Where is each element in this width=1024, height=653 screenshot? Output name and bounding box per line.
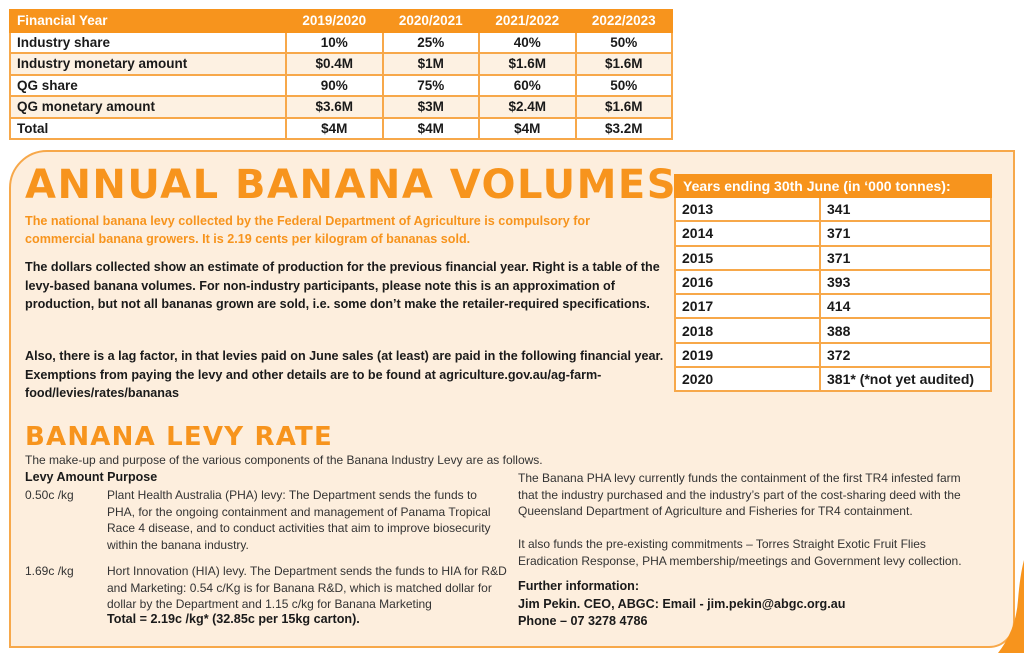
funding-header-cell: 2021/2022 (478, 9, 577, 33)
row-label: Industry share (9, 30, 287, 54)
year-cell: 2013 (674, 195, 821, 223)
volumes-header-row: Years ending 30th June (in ‘000 tonnes): (674, 174, 992, 198)
year-cell: 2017 (674, 293, 821, 320)
table-row: Total $4M $4M $4M $3.2M (9, 116, 673, 140)
levy-description: The make-up and purpose of the various c… (25, 453, 543, 467)
hia-levy-amount: 1.69c /kg (25, 564, 74, 578)
table-row: 2017 414 (674, 293, 992, 320)
volume-cell: 371 (819, 220, 992, 247)
table-cell: 10% (285, 30, 384, 54)
levy-purpose-label: Levy Amount Purpose (25, 470, 158, 484)
table-cell: 75% (381, 73, 480, 97)
volumes-header: Years ending 30th June (in ‘000 tonnes): (674, 174, 992, 198)
hia-levy-description: Hort Innovation (HIA) levy. The Departme… (107, 564, 507, 611)
volumes-heading: ANNUAL BANANA VOLUMES (25, 162, 678, 208)
table-row: Industry share 10% 25% 40% 50% (9, 30, 673, 54)
table-cell: $1.6M (478, 52, 577, 76)
table-cell: $1.6M (574, 52, 673, 76)
contact-email-line: Jim Pekin. CEO, ABGC: Email - jim.pekin@… (518, 596, 846, 611)
row-label: Total (9, 116, 287, 140)
orange-corner-decoration (998, 560, 1024, 653)
volume-cell: 393 (819, 268, 992, 296)
pha-levy-description: Plant Health Australia (PHA) levy: The D… (107, 488, 491, 552)
funding-table-header-row: Financial Year 2019/2020 2020/2021 2021/… (9, 9, 673, 33)
pha-funds-paragraph: The Banana PHA levy currently funds the … (518, 471, 961, 518)
funding-header-cell: 2019/2020 (285, 9, 384, 33)
further-info-label: Further information: (518, 579, 640, 593)
year-cell: 2016 (674, 268, 821, 296)
table-row: Industry monetary amount $0.4M $1M $1.6M… (9, 52, 673, 76)
row-label: QG share (9, 73, 287, 97)
table-cell: 90% (285, 73, 384, 97)
levy-rate-heading: BANANA LEVY RATE (25, 422, 333, 452)
table-row: 2015 371 (674, 244, 992, 271)
year-cell: 2020 (674, 366, 821, 393)
volume-cell: 371 (819, 244, 992, 271)
table-row: 2019 372 (674, 341, 992, 369)
pha-levy-amount: 0.50c /kg (25, 488, 74, 502)
volume-cell: 372 (819, 341, 992, 369)
table-row: QG monetary amount $3.6M $3M $2.4M $1.6M (9, 95, 673, 119)
row-label: Industry monetary amount (9, 52, 287, 76)
year-cell: 2015 (674, 244, 821, 271)
lag-paragraph: Also, there is a lag factor, in that lev… (25, 349, 664, 400)
volume-cell: 414 (819, 293, 992, 320)
year-cell: 2014 (674, 220, 821, 247)
funding-share-table: Financial Year 2019/2020 2020/2021 2021/… (9, 9, 673, 140)
banana-volumes-table: Years ending 30th June (in ‘000 tonnes):… (674, 174, 992, 393)
dollars-paragraph: The dollars collected show an estimate o… (25, 260, 660, 311)
table-row: 2013 341 (674, 195, 992, 223)
table-cell: $3M (381, 95, 480, 119)
table-row: 2020 381* (*not yet audited) (674, 366, 992, 393)
table-cell: $4M (381, 116, 480, 140)
table-row: 2018 388 (674, 317, 992, 344)
table-cell: $0.4M (285, 52, 384, 76)
table-row: 2016 393 (674, 268, 992, 296)
funding-header-cell: 2022/2023 (574, 9, 673, 33)
table-cell: $3.2M (574, 116, 673, 140)
funding-header-cell: Financial Year (9, 9, 287, 33)
levy-intro-text: The national banana levy collected by th… (25, 214, 590, 246)
table-cell: $2.4M (478, 95, 577, 119)
volume-cell: 341 (819, 195, 992, 223)
levy-total: Total = 2.19c /kg* (32.85c per 15kg cart… (107, 612, 360, 626)
table-row: QG share 90% 75% 60% 50% (9, 73, 673, 97)
funding-header-cell: 2020/2021 (381, 9, 480, 33)
table-cell: $4M (285, 116, 384, 140)
table-cell: $4M (478, 116, 577, 140)
table-cell: $1M (381, 52, 480, 76)
table-cell: 50% (574, 30, 673, 54)
year-cell: 2018 (674, 317, 821, 344)
year-cell: 2019 (674, 341, 821, 369)
commitments-paragraph: It also funds the pre-existing commitmen… (518, 537, 962, 568)
table-cell: 25% (381, 30, 480, 54)
volume-cell: 381* (*not yet audited) (819, 366, 992, 393)
further-information: Further information: Jim Pekin. CEO, ABG… (518, 578, 978, 631)
contact-phone-line: Phone – 07 3278 4786 (518, 614, 648, 628)
table-cell: 50% (574, 73, 673, 97)
table-cell: 60% (478, 73, 577, 97)
row-label: QG monetary amount (9, 95, 287, 119)
table-cell: 40% (478, 30, 577, 54)
volume-cell: 388 (819, 317, 992, 344)
table-cell: $1.6M (574, 95, 673, 119)
table-cell: $3.6M (285, 95, 384, 119)
table-row: 2014 371 (674, 220, 992, 247)
